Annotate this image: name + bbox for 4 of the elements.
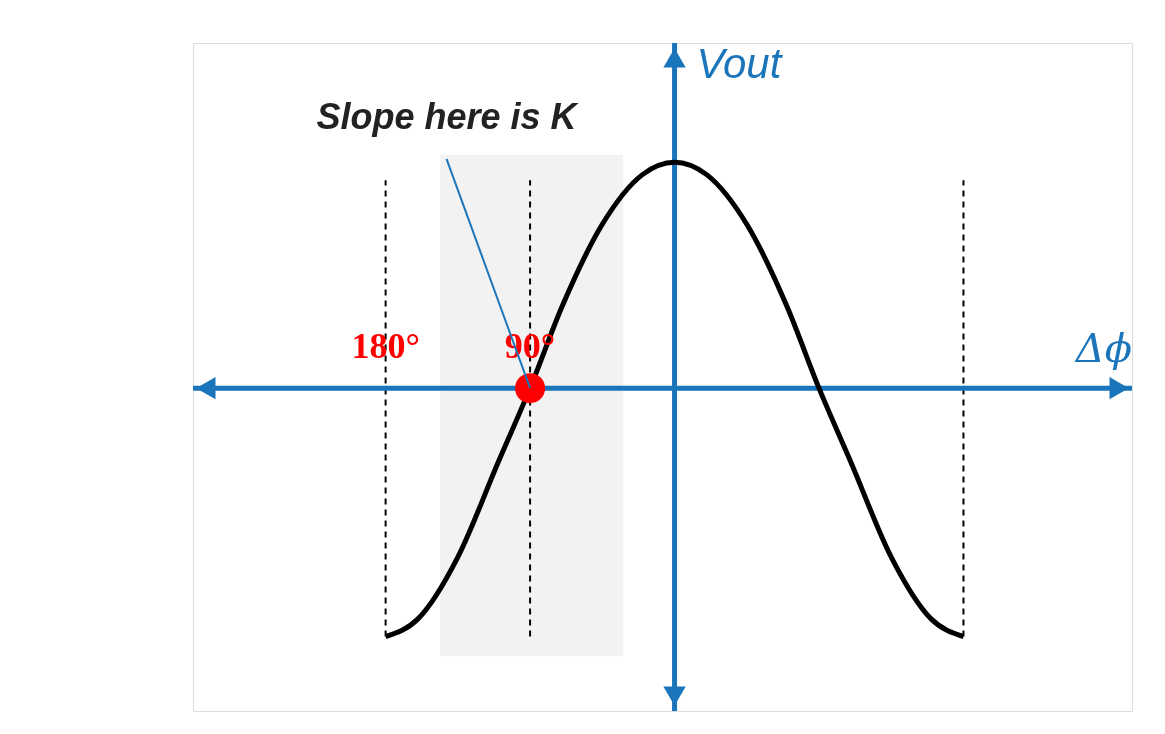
x-axis-title: Δϕ: [1073, 325, 1132, 372]
y-axis-title: Vout: [696, 40, 784, 87]
x-tick-label: 180°: [351, 326, 420, 367]
annotation: Slope here is K: [316, 95, 580, 137]
